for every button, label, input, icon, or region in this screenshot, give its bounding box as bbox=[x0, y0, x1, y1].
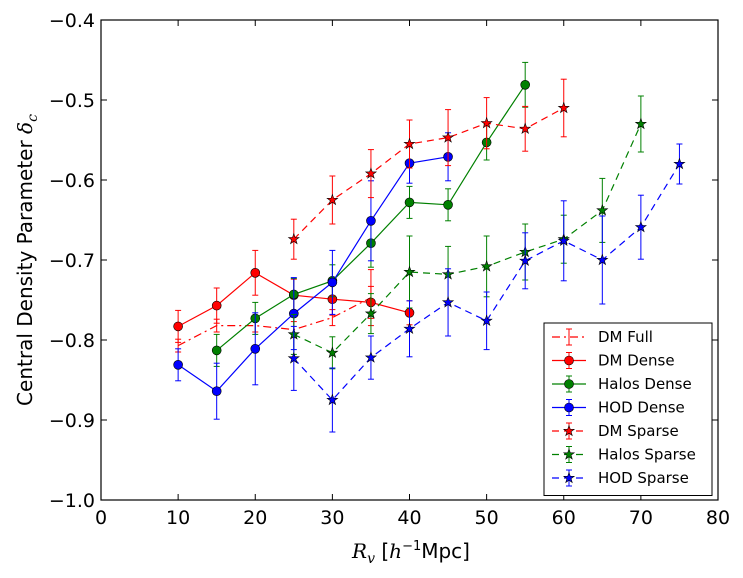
x-axis-unit-open: [ bbox=[375, 539, 389, 563]
data-point bbox=[211, 345, 222, 356]
legend-item-dm-dense: DM Dense bbox=[552, 352, 675, 370]
data-point bbox=[596, 203, 609, 216]
series-hod-sparse bbox=[287, 143, 686, 433]
x-tick-label: 50 bbox=[475, 507, 499, 529]
series-line bbox=[293, 107, 565, 240]
x-tick-label: 40 bbox=[397, 507, 421, 529]
y-tick-label: −0.7 bbox=[49, 250, 95, 272]
legend: DM Full DM Dense Halos Dense HOD Dense DM Sp… bbox=[543, 322, 713, 496]
legend-label: DM Full bbox=[598, 328, 653, 346]
data-point bbox=[250, 343, 261, 354]
legend-item-dm-sparse: DM Sparse bbox=[552, 422, 679, 440]
legend-marker bbox=[562, 448, 576, 460]
data-point bbox=[403, 322, 416, 334]
legend-label: HOD Dense bbox=[598, 399, 685, 417]
data-point bbox=[326, 346, 339, 358]
legend-label: Halos Sparse bbox=[598, 446, 696, 464]
x-tick-label: 70 bbox=[629, 507, 653, 529]
legend-marker bbox=[562, 424, 576, 437]
y-tick-label: −0.9 bbox=[49, 410, 95, 432]
series-line bbox=[177, 156, 449, 392]
data-point bbox=[480, 314, 493, 326]
legend-item-halos-sparse: Halos Sparse bbox=[552, 446, 696, 464]
data-point bbox=[364, 351, 378, 363]
x-tick-label: 60 bbox=[552, 507, 576, 529]
data-point bbox=[519, 122, 532, 134]
data-point bbox=[327, 277, 338, 288]
data-point bbox=[441, 131, 455, 143]
x-tick-label: 30 bbox=[320, 507, 344, 529]
x-axis-symbol: R bbox=[351, 539, 367, 563]
legend-label: DM Dense bbox=[598, 352, 675, 370]
data-point bbox=[326, 393, 339, 406]
legend-item-halos-dense: Halos Dense bbox=[552, 375, 692, 393]
data-point bbox=[403, 137, 416, 150]
data-point bbox=[173, 321, 183, 332]
y-tick-label: −0.8 bbox=[49, 330, 95, 352]
data-point bbox=[596, 253, 609, 266]
data-point bbox=[557, 234, 570, 246]
x-axis-unit-h: h bbox=[389, 539, 402, 563]
x-tick-label: 20 bbox=[243, 507, 267, 529]
legend-label: HOD Sparse bbox=[598, 469, 689, 487]
data-point bbox=[634, 220, 647, 233]
series-line bbox=[177, 297, 372, 347]
legend-label: DM Sparse bbox=[598, 422, 679, 440]
axes-layer: 0 10 20 30 40 50 60 70 80 −1.0 −0.9 −0.8 −0.7 −0.6 −0.… bbox=[49, 10, 730, 529]
data-point bbox=[250, 267, 261, 278]
x-axis-title: Rv [h−1Mpc] bbox=[351, 539, 470, 567]
data-point bbox=[519, 254, 532, 266]
legend-item-hod-sparse: HOD Sparse bbox=[552, 469, 689, 487]
legend-marker bbox=[564, 355, 574, 366]
data-point bbox=[520, 80, 530, 90]
data-point bbox=[287, 232, 300, 245]
x-tick-label: 0 bbox=[95, 507, 107, 529]
data-point bbox=[403, 265, 416, 278]
data-point bbox=[480, 259, 493, 272]
data-point bbox=[404, 197, 415, 208]
y-axis-label-text: Central Density Parameter bbox=[13, 134, 37, 406]
y-tick-label: −0.4 bbox=[49, 10, 95, 32]
legend-item-dm-full: DM Full bbox=[552, 328, 653, 346]
legend-marker bbox=[562, 471, 576, 484]
data-point bbox=[480, 116, 493, 129]
data-point bbox=[364, 167, 378, 179]
data-point bbox=[557, 101, 570, 114]
x-tick-label: 10 bbox=[166, 507, 190, 529]
series-dm-sparse bbox=[287, 78, 570, 260]
legend-marker bbox=[564, 402, 574, 413]
data-point bbox=[634, 117, 647, 130]
x-tick-label: 80 bbox=[706, 507, 730, 529]
series-line bbox=[293, 123, 642, 354]
legend-item-hod-dense: HOD Dense bbox=[552, 399, 685, 417]
y-tick-label: −0.6 bbox=[49, 170, 95, 192]
legend-label: Halos Dense bbox=[598, 375, 692, 393]
data-point bbox=[441, 295, 455, 308]
data-point bbox=[366, 216, 376, 226]
data-point bbox=[211, 300, 222, 311]
data-point bbox=[443, 200, 453, 210]
x-axis-unit-close: Mpc] bbox=[421, 539, 470, 563]
x-axis-unit-exp: −1 bbox=[402, 539, 421, 554]
data-point bbox=[364, 307, 378, 319]
legend-marker bbox=[564, 379, 574, 389]
data-point bbox=[211, 386, 222, 397]
y-tick-label: −1.0 bbox=[49, 490, 95, 512]
x-axis-symbol-sub: v bbox=[367, 551, 375, 567]
y-axis-title: Central Density Parameter δc bbox=[13, 114, 41, 406]
data-point bbox=[326, 193, 339, 206]
series-layer bbox=[173, 61, 686, 433]
y-axis-symbol-sub: c bbox=[25, 114, 41, 122]
series-line bbox=[293, 163, 680, 401]
y-tick-label: −0.5 bbox=[49, 90, 95, 112]
data-point bbox=[673, 157, 686, 170]
y-axis-symbol: δ bbox=[13, 122, 37, 134]
data-point bbox=[173, 359, 183, 370]
data-point bbox=[287, 351, 300, 364]
